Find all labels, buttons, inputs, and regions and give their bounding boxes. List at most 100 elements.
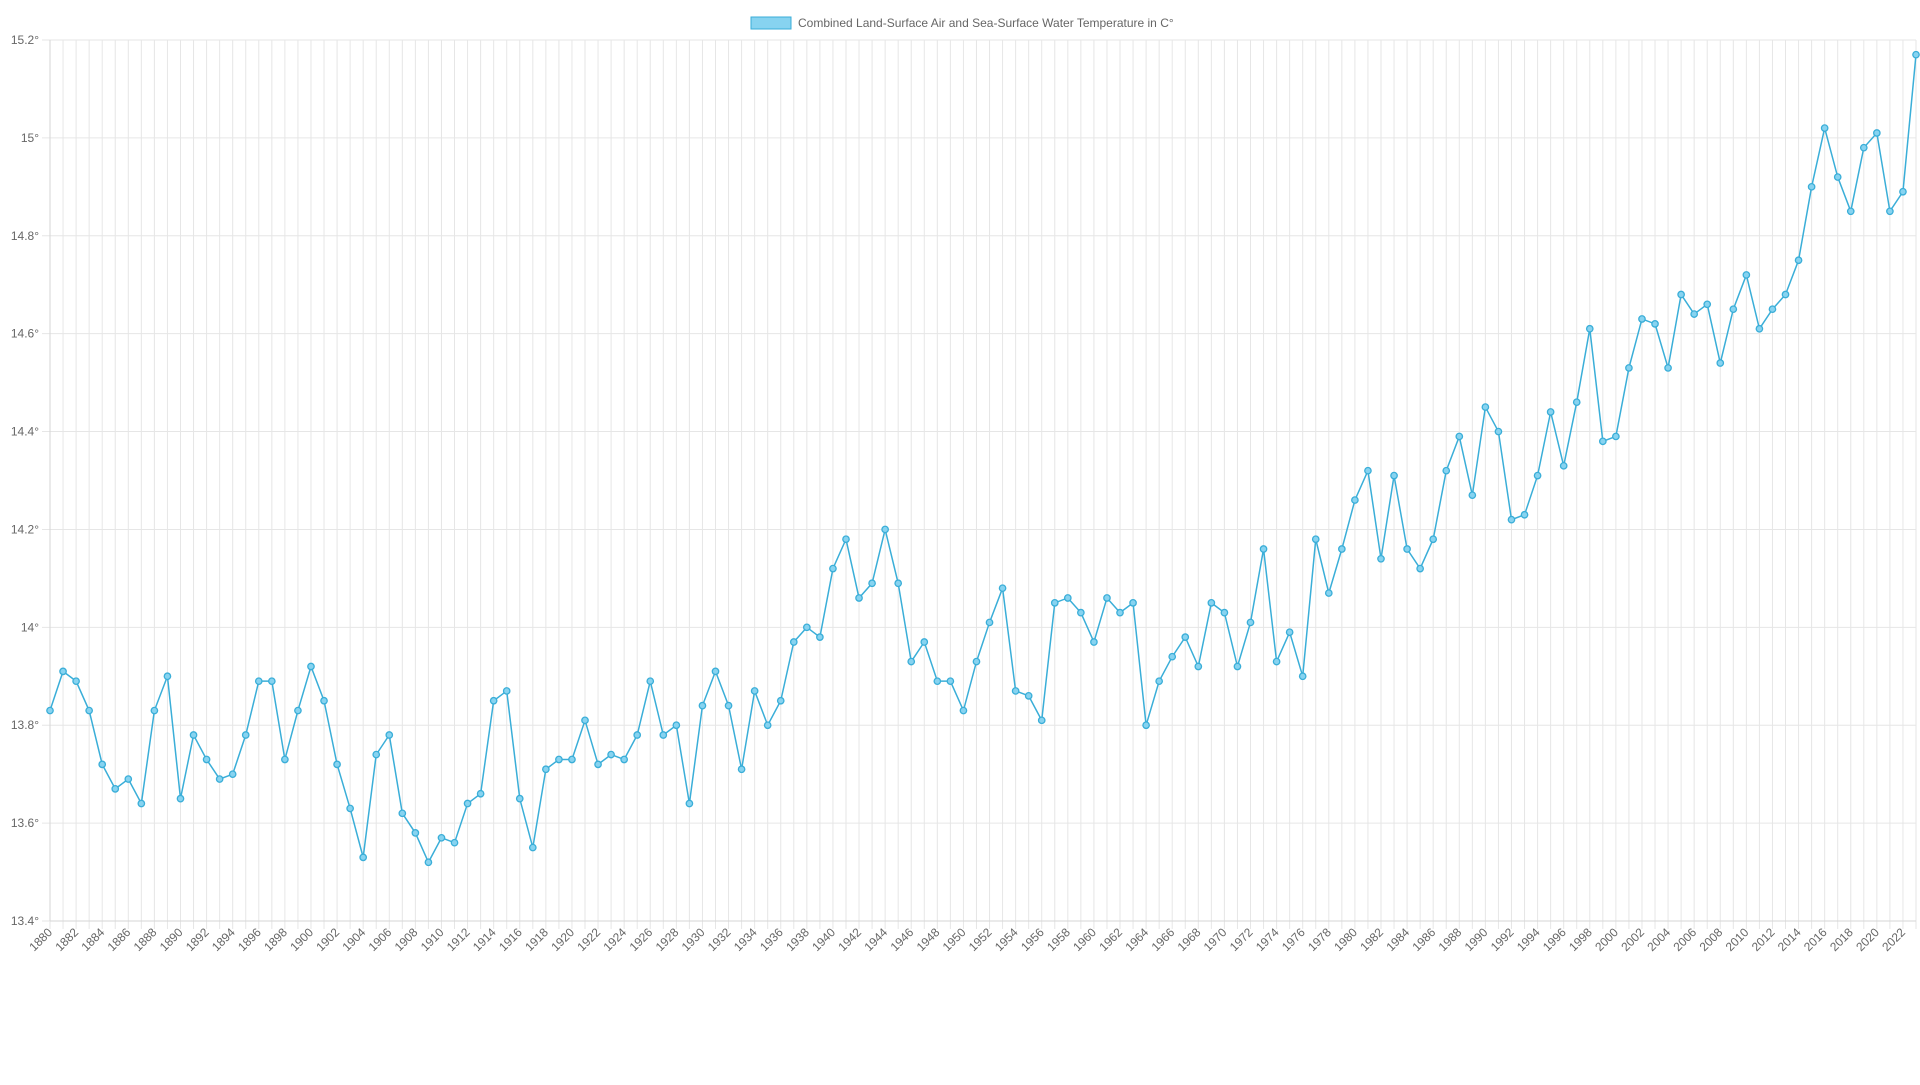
data-point xyxy=(659,731,668,739)
data-point xyxy=(1690,310,1699,318)
data-point xyxy=(959,706,968,715)
x-tick-label: 1990 xyxy=(1462,925,1491,954)
x-tick-label: 1950 xyxy=(940,925,969,954)
legend[interactable]: Combined Land-Surface Air and Sea-Surfac… xyxy=(750,16,1174,30)
data-point xyxy=(1768,305,1777,314)
data-point xyxy=(685,799,694,808)
x-tick-label: 1886 xyxy=(105,925,134,954)
x-tick-label: 1938 xyxy=(783,925,812,954)
data-point xyxy=(1716,359,1725,367)
x-tick-label: 1912 xyxy=(444,925,473,954)
x-tick-label: 1936 xyxy=(757,925,786,954)
data-point xyxy=(294,706,302,715)
data-point xyxy=(881,525,889,534)
data-point xyxy=(437,833,446,842)
x-tick-label: 1954 xyxy=(992,925,1021,954)
data-point xyxy=(789,638,798,646)
x-tick-label: 2018 xyxy=(1827,925,1856,954)
x-tick-label: 1924 xyxy=(600,925,629,954)
data-point xyxy=(1063,594,1072,602)
data-point xyxy=(1285,628,1294,637)
data-point xyxy=(1011,687,1020,695)
data-point xyxy=(1181,633,1190,641)
data-point xyxy=(672,721,681,730)
x-tick-label: 1958 xyxy=(1044,925,1073,954)
data-point xyxy=(1481,403,1490,411)
x-tick-label: 1988 xyxy=(1436,925,1465,954)
data-point xyxy=(333,760,341,769)
y-tick-label: 14° xyxy=(21,620,39,634)
data-point xyxy=(46,706,54,715)
y-tick-label: 15.2° xyxy=(11,33,39,47)
data-point xyxy=(1429,535,1438,544)
data-point xyxy=(868,579,876,588)
x-tick-label: 1908 xyxy=(392,925,421,954)
data-point xyxy=(111,784,120,793)
legend-label[interactable]: Combined Land-Surface Air and Sea-Surfac… xyxy=(798,16,1174,30)
y-tick-label: 13.4° xyxy=(11,914,39,928)
data-point xyxy=(1129,599,1137,607)
data-point xyxy=(920,638,929,646)
data-point xyxy=(1533,471,1542,480)
data-point xyxy=(98,760,107,769)
data-point xyxy=(528,843,537,852)
y-tick-label: 14.4° xyxy=(11,425,39,439)
data-point xyxy=(1859,143,1868,152)
x-tick-label: 1948 xyxy=(914,925,943,954)
data-point xyxy=(1259,545,1268,553)
x-tick-label: 2006 xyxy=(1671,925,1700,954)
data-point xyxy=(411,829,420,837)
x-tick-label: 1890 xyxy=(157,925,186,954)
data-point xyxy=(346,804,354,813)
x-tick-label: 1980 xyxy=(1331,925,1360,954)
data-point xyxy=(1377,554,1385,563)
x-tick-label: 2002 xyxy=(1618,925,1647,954)
series-line xyxy=(49,54,1917,864)
data-point xyxy=(1664,364,1672,372)
x-tick-label: 2004 xyxy=(1644,925,1673,954)
data-point xyxy=(1794,256,1803,265)
x-tick-label: 1942 xyxy=(835,925,864,954)
x-tick-label: 1888 xyxy=(131,925,160,954)
data-point xyxy=(1364,466,1372,475)
data-point xyxy=(1494,427,1503,436)
x-tick-label: 1952 xyxy=(966,925,995,954)
data-point xyxy=(1103,594,1111,602)
data-point xyxy=(59,667,67,676)
data-point xyxy=(750,687,759,695)
x-tick-label: 1944 xyxy=(861,925,890,954)
x-tick-label: 2020 xyxy=(1853,925,1882,954)
x-tick-label: 1898 xyxy=(261,925,290,954)
data-point xyxy=(1442,466,1451,475)
x-tick-label: 1904 xyxy=(340,925,369,954)
data-point xyxy=(424,858,433,867)
data-point xyxy=(359,853,368,862)
legend-swatch[interactable] xyxy=(750,16,792,30)
data-point xyxy=(1886,207,1894,216)
x-tick-label: 1978 xyxy=(1305,925,1334,954)
series xyxy=(46,50,1920,867)
data-point xyxy=(254,677,263,686)
data-point xyxy=(568,755,576,764)
data-point xyxy=(1403,545,1411,553)
data-point xyxy=(1207,599,1216,607)
data-point xyxy=(85,706,94,715)
data-point xyxy=(372,750,381,759)
data-point xyxy=(1324,589,1333,597)
x-tick-label: 2008 xyxy=(1697,925,1726,954)
x-tick-label: 1900 xyxy=(287,925,316,954)
x-tick-label: 1976 xyxy=(1279,925,1308,954)
data-point xyxy=(189,731,198,739)
data-point xyxy=(1142,721,1150,730)
data-point xyxy=(1703,300,1712,309)
data-point xyxy=(1520,510,1529,519)
data-point xyxy=(1455,432,1464,441)
data-point xyxy=(1729,305,1738,314)
x-tick-label: 1940 xyxy=(809,925,838,954)
x-tick-label: 1914 xyxy=(470,925,499,954)
data-point xyxy=(1168,652,1177,661)
data-point xyxy=(985,618,994,627)
data-point xyxy=(215,775,224,783)
